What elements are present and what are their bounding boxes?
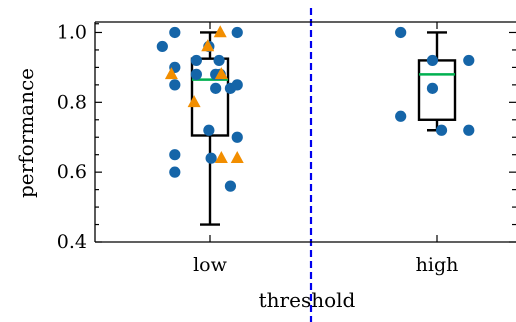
data-point-circle bbox=[190, 54, 202, 67]
x-tick-label-low: low bbox=[193, 254, 228, 276]
data-point-triangle bbox=[187, 95, 201, 108]
data-point-circle bbox=[169, 79, 181, 91]
data-point-circle bbox=[190, 68, 202, 80]
data-point-circle bbox=[435, 124, 448, 136]
y-axis-label: performance bbox=[14, 68, 38, 198]
data-point-circle bbox=[231, 26, 243, 39]
y-tick-label: 0.8 bbox=[57, 91, 87, 113]
y-tick-label: 0.6 bbox=[57, 161, 87, 183]
data-point-circle bbox=[205, 152, 217, 164]
data-point-triangle bbox=[164, 67, 178, 80]
data-point-circle bbox=[169, 26, 181, 39]
boxplot-high bbox=[417, 31, 457, 132]
data-point-triangle bbox=[213, 25, 227, 38]
data-point-circle bbox=[169, 149, 181, 161]
y-tick-label: 1.0 bbox=[57, 21, 87, 43]
data-point-circle bbox=[395, 110, 407, 122]
data-point-circle bbox=[231, 79, 243, 91]
data-point-circle bbox=[224, 180, 237, 192]
data-point-circle bbox=[156, 40, 168, 53]
data-point-circle bbox=[395, 26, 407, 39]
data-point-circle bbox=[426, 82, 439, 94]
data-point-circle bbox=[169, 166, 181, 178]
data-point-triangle bbox=[201, 39, 215, 52]
y-tick-label: 0.4 bbox=[57, 231, 87, 253]
axes-frame bbox=[94, 21, 516, 243]
data-point-circle bbox=[203, 124, 215, 136]
data-point-circle bbox=[231, 131, 243, 143]
x-tick-label-high: high bbox=[416, 254, 459, 276]
data-point-circle bbox=[213, 54, 225, 67]
data-point-triangle bbox=[230, 150, 244, 163]
data-point-circle bbox=[463, 54, 475, 67]
data-point-circle bbox=[426, 54, 439, 67]
data-point-circle bbox=[463, 124, 475, 136]
data-point-triangle bbox=[214, 150, 228, 163]
data-point-circle bbox=[210, 82, 222, 94]
data-point-triangle bbox=[214, 67, 228, 80]
x-axis-label: threshold bbox=[259, 288, 356, 312]
plot-area bbox=[156, 25, 475, 226]
